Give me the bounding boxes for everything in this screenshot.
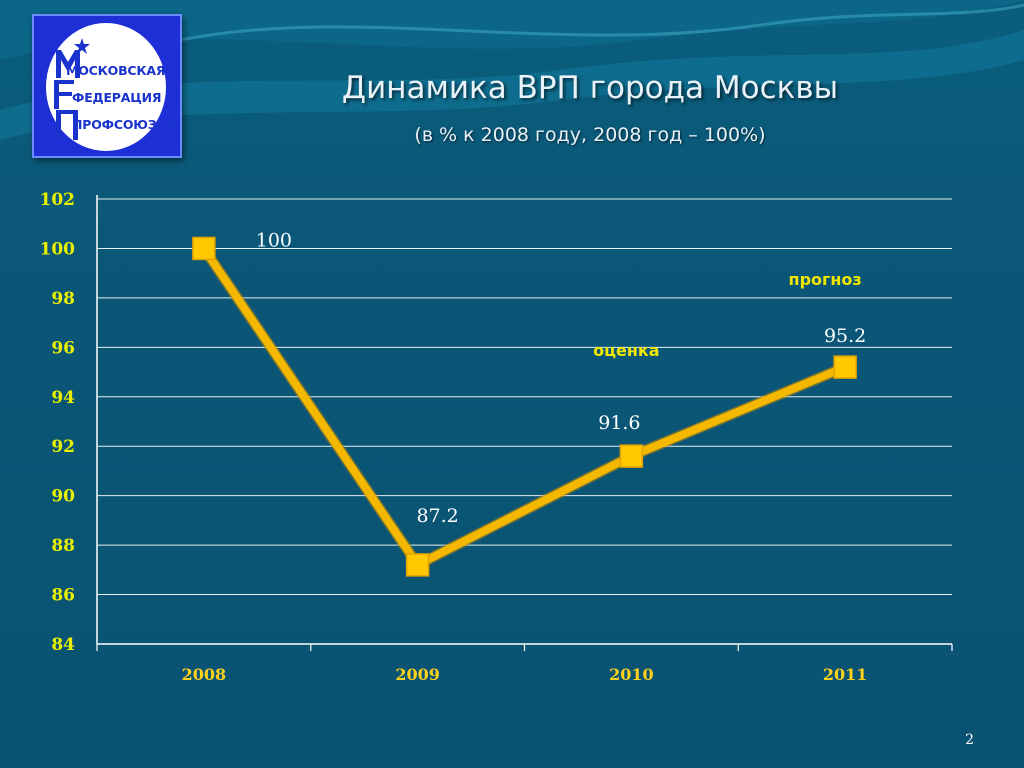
star-icon [74,38,90,54]
data-marker [405,553,430,577]
y-tick-label: 96 [51,338,75,358]
x-tick-label: 2008 [182,665,227,684]
x-tick-labels: 2008 2009 2010 2011 [182,665,868,684]
data-label: 87.2 [416,505,458,527]
data-marker [192,236,216,261]
data-label: 95.2 [824,325,866,347]
axes [96,195,953,651]
data-label: 100 [256,229,292,251]
x-tick-label: 2010 [609,665,654,684]
data-marker [833,355,857,379]
series-line [200,246,847,571]
series-line [199,245,848,572]
data-markers [192,236,857,577]
y-tick-label: 94 [51,388,75,408]
y-tick-label: 90 [51,487,75,507]
gridlines [97,198,952,645]
logo-line-2: ФЕДЕРАЦИЯ [72,90,162,105]
y-tick-labels: 84 86 88 90 92 94 96 98 100 102 [40,190,76,655]
y-tick-label: 98 [51,289,75,309]
slide-subtitle: (в % к 2008 году, 2008 год – 100%) [414,124,766,146]
data-marker [619,444,644,468]
federation-logo: МОСКОВСКАЯ ФЕДЕРАЦИЯ ПРОФСОЮЗОВ [32,14,182,158]
y-tick-label: 86 [51,586,75,606]
data-labels: 100 87.2 91.6 95.2 [256,229,867,526]
y-tick-label: 100 [40,239,76,259]
annotations: оценка прогноз [593,270,862,360]
slide-title: Динамика ВРП города Москвы [341,70,839,106]
logo-line-3: ПРОФСОЮЗОВ [72,117,177,132]
x-tick-label: 2011 [823,665,868,684]
data-label: 91.6 [598,412,640,434]
annotation-label: прогноз [789,270,862,289]
page-number: 2 [965,732,974,748]
background-waves [0,0,1024,140]
y-tick-label: 92 [51,437,75,457]
y-tick-label: 102 [40,190,76,210]
logo-line-1: МОСКОВСКАЯ [66,63,166,78]
logo-graphic [46,23,166,151]
x-tick-label: 2009 [395,665,440,684]
y-tick-label: 88 [51,536,75,556]
annotation-label: оценка [593,341,659,360]
y-tick-label: 84 [51,635,75,655]
